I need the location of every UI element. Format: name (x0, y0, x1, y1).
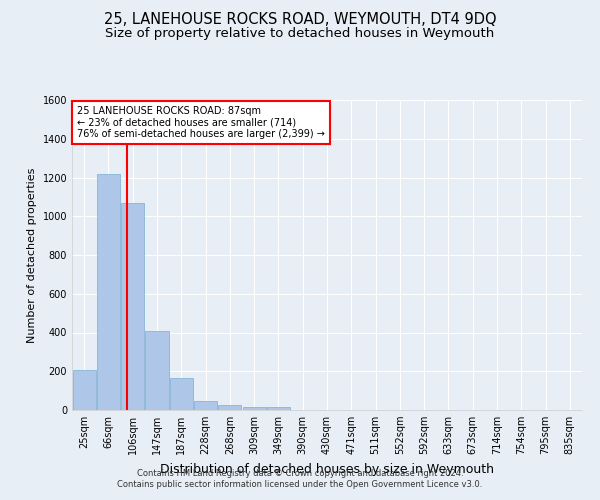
Y-axis label: Number of detached properties: Number of detached properties (27, 168, 37, 342)
Text: 25 LANEHOUSE ROCKS ROAD: 87sqm
← 23% of detached houses are smaller (714)
76% of: 25 LANEHOUSE ROCKS ROAD: 87sqm ← 23% of … (77, 106, 325, 140)
Bar (121, 202, 144, 410)
Text: Size of property relative to detached houses in Weymouth: Size of property relative to detached ho… (106, 28, 494, 40)
Text: Contains HM Land Registry data © Crown copyright and database right 2024.: Contains HM Land Registry data © Crown c… (137, 468, 463, 477)
Bar (170, 378, 193, 410)
Text: 25, LANEHOUSE ROCKS ROAD, WEYMOUTH, DT4 9DQ: 25, LANEHOUSE ROCKS ROAD, WEYMOUTH, DT4 … (104, 12, 496, 28)
X-axis label: Distribution of detached houses by size in Weymouth: Distribution of detached houses by size … (160, 462, 494, 475)
Bar (194, 402, 217, 410)
Bar (242, 406, 266, 410)
Bar (73, 370, 95, 410)
Bar (145, 330, 169, 410)
Bar (218, 405, 241, 410)
Bar (97, 174, 120, 410)
Bar (267, 408, 290, 410)
Text: Contains public sector information licensed under the Open Government Licence v3: Contains public sector information licen… (118, 480, 482, 489)
